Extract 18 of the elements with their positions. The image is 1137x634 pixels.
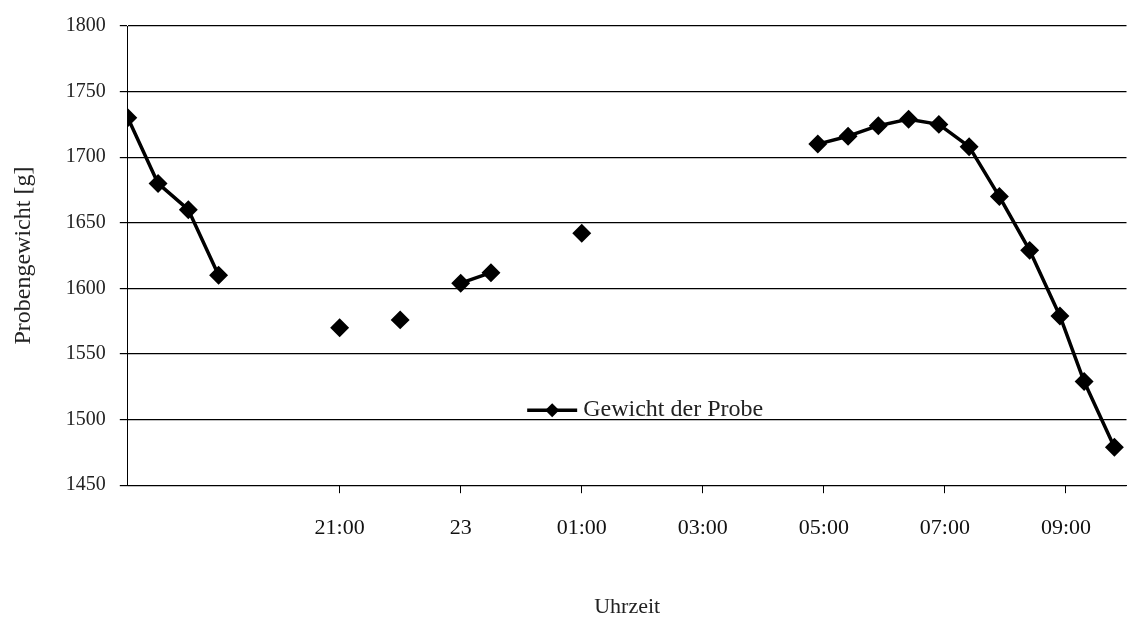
y-tick-label: 1450 — [65, 472, 106, 495]
y-tick-label: 1600 — [65, 275, 106, 298]
x-tick-label: 05:00 — [798, 514, 849, 540]
y-tick-label: 1550 — [65, 341, 106, 364]
y-axis-title: Probengewicht [g] — [8, 166, 35, 345]
y-tick-label: 1650 — [65, 210, 106, 233]
x-tick-label: 21:00 — [314, 514, 365, 540]
x-tick-label: 09:00 — [1040, 514, 1092, 540]
y-tick-label: 1800 — [65, 13, 106, 36]
y-tick-label: 1700 — [65, 144, 106, 167]
legend-label: Gewicht der Probe — [583, 395, 764, 422]
x-tick-label: 01:00 — [556, 514, 607, 540]
x-axis-title: Uhrzeit — [594, 592, 661, 618]
y-tick-label: 1750 — [65, 78, 106, 101]
y-tick-label: 1500 — [65, 406, 106, 429]
x-tick-label: 23 — [449, 514, 472, 540]
x-tick-label: 07:00 — [919, 514, 970, 540]
x-tick-label: 03:00 — [677, 514, 728, 540]
